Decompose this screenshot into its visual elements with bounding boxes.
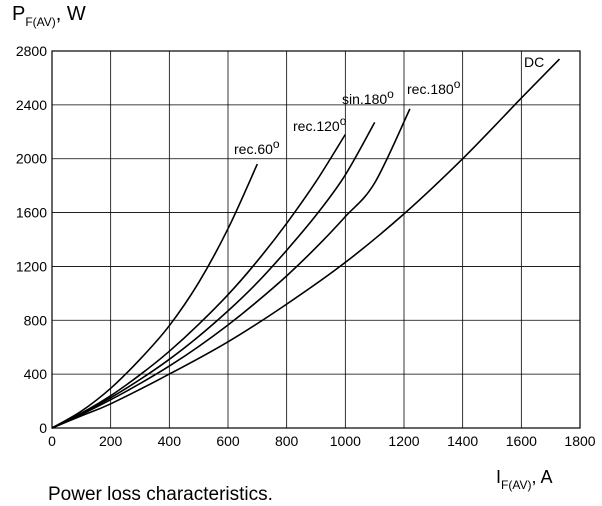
series-labels: rec.60o rec.120o sin.180o rec.180o DC xyxy=(234,54,544,157)
series-label-rec-120: rec.120o xyxy=(293,114,347,134)
degree-mark: o xyxy=(340,114,347,128)
series-line-rec-120 xyxy=(51,134,346,429)
series-label-sin-180: sin.180o xyxy=(342,87,394,107)
y-axis-label-main: P xyxy=(12,3,26,25)
x-tick-label: 1000 xyxy=(330,433,361,449)
y-axis-label-sub: F(AV) xyxy=(25,15,56,29)
y-tick-label: 2800 xyxy=(16,43,47,59)
series-line-sin-180 xyxy=(51,122,376,429)
chart-caption: Power loss characteristics. xyxy=(48,484,273,505)
x-tick-label: 1600 xyxy=(506,433,537,449)
x-axis-label-sub: F(AV) xyxy=(501,478,532,492)
series-line-rec-180 xyxy=(51,108,411,429)
degree-mark: o xyxy=(387,87,394,101)
x-tick-label: 0 xyxy=(48,433,56,449)
x-tick-label: 800 xyxy=(275,433,299,449)
ticks-group: 0 200 400 600 800 1000 1200 1400 1600 1800 0 400 800… xyxy=(16,43,596,449)
y-tick-label: 2000 xyxy=(16,151,47,167)
series-label-rec-60: rec.60o xyxy=(234,137,280,157)
x-tick-label: 600 xyxy=(216,433,240,449)
x-axis-label: IF(AV), A xyxy=(496,467,553,491)
x-tick-label: 200 xyxy=(99,433,123,449)
x-axis-label-main: I xyxy=(496,467,502,487)
x-axis-label-unit: , A xyxy=(531,467,553,487)
series-label-rec-180: rec.180o xyxy=(407,77,461,97)
y-axis-label-unit: , W xyxy=(55,3,86,25)
x-tick-label: 1200 xyxy=(388,433,419,449)
degree-mark: o xyxy=(273,137,280,151)
y-tick-label: 800 xyxy=(24,312,48,328)
grid xyxy=(52,51,580,428)
plot-frame xyxy=(51,50,581,429)
y-tick-label: 400 xyxy=(24,366,48,382)
series-line-rec-60 xyxy=(51,163,259,429)
x-tick-label: 1400 xyxy=(447,433,478,449)
y-tick-label: 0 xyxy=(39,420,47,436)
x-tick-label: 400 xyxy=(158,433,182,449)
series-line-dc xyxy=(51,58,561,429)
y-tick-label: 1200 xyxy=(16,258,47,274)
series-group xyxy=(51,58,561,429)
degree-mark: o xyxy=(454,77,461,91)
x-tick-label: 1800 xyxy=(564,433,595,449)
y-axis-label: PF(AV), W xyxy=(12,3,86,28)
series-label-dc: DC xyxy=(524,54,544,70)
y-tick-label: 2400 xyxy=(16,97,47,113)
y-tick-label: 1600 xyxy=(16,205,47,221)
